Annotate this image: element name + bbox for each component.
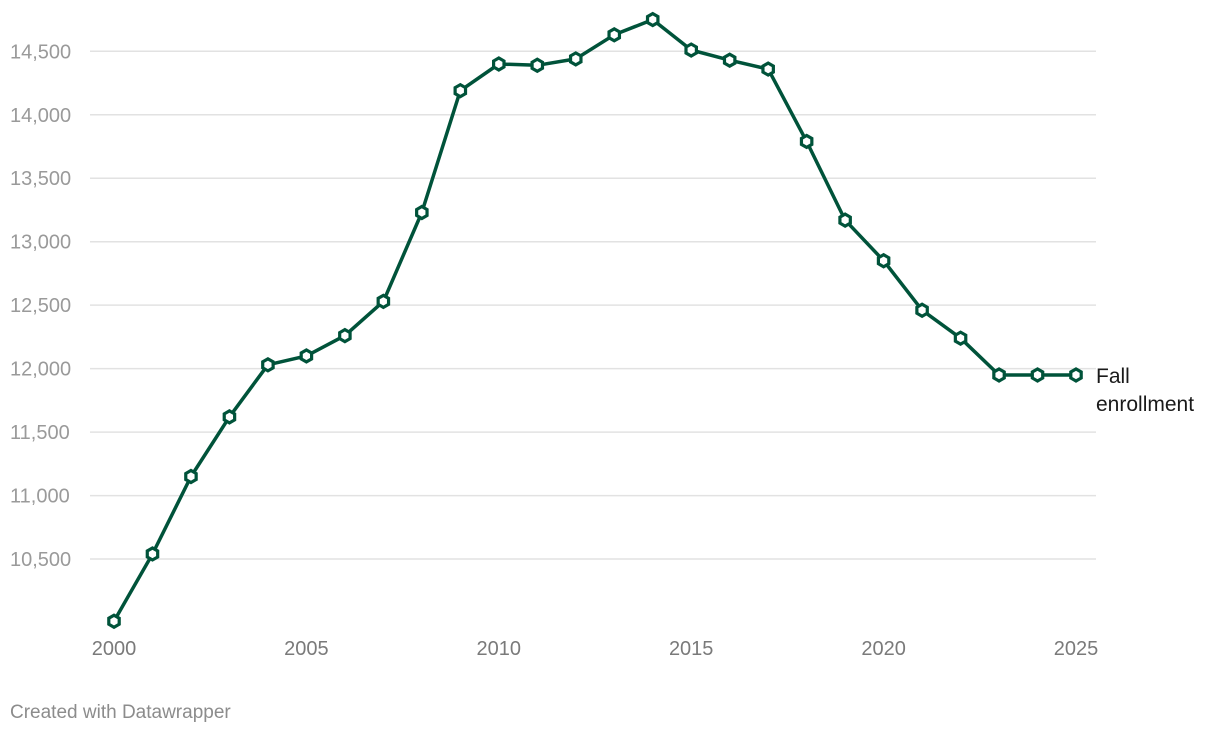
- data-point: [722, 52, 737, 69]
- y-tick-label: 13,500: [10, 168, 71, 190]
- data-point: [992, 367, 1006, 383]
- data-point: [1069, 367, 1083, 383]
- series-label-line: Fall: [1096, 365, 1130, 388]
- x-tick-label: 2020: [861, 638, 906, 660]
- series-line-fall-enrollment: [112, 17, 1076, 623]
- data-point: [184, 468, 198, 485]
- x-axis-ticks: 2000 2005 2010 2015 2020 2025: [92, 638, 1099, 660]
- data-point: [799, 133, 814, 150]
- x-tick-label: 2005: [284, 638, 329, 660]
- data-point: [222, 409, 237, 425]
- y-tick-label: 11,500: [10, 422, 70, 444]
- data-point: [530, 57, 545, 74]
- series-label: Fall enrollment: [1096, 365, 1194, 416]
- y-axis-ticks: 10,500 11,000 11,500 12,000 12,500 13,000 13,5…: [10, 41, 71, 571]
- gridlines: [90, 50, 1096, 560]
- series-label-line: enrollment: [1096, 393, 1194, 416]
- data-point: [338, 327, 352, 344]
- data-point: [838, 212, 852, 228]
- y-tick-label: 12,000: [10, 359, 71, 381]
- y-tick-label: 14,000: [10, 105, 71, 127]
- data-point: [915, 302, 929, 319]
- data-point: [107, 613, 121, 630]
- data-point: [492, 56, 506, 72]
- y-tick-label: 10,500: [10, 549, 71, 571]
- data-point: [761, 61, 775, 77]
- data-point: [1030, 367, 1045, 383]
- x-tick-label: 2000: [92, 638, 137, 660]
- x-tick-label: 2010: [477, 638, 522, 660]
- data-point: [607, 26, 622, 43]
- data-point: [145, 546, 160, 562]
- data-point: [299, 348, 314, 364]
- data-point: [684, 42, 699, 58]
- x-tick-label: 2015: [669, 638, 714, 660]
- data-point: [645, 11, 660, 28]
- data-point: [376, 293, 391, 310]
- data-point: [415, 204, 429, 221]
- data-point: [876, 252, 891, 269]
- series-markers: [107, 11, 1083, 630]
- data-point: [453, 82, 468, 99]
- data-point: [568, 51, 583, 67]
- y-tick-label: 13,000: [10, 232, 71, 254]
- data-point: [953, 330, 968, 347]
- credit-text: Created with Datawrapper: [10, 702, 231, 723]
- x-tick-label: 2025: [1054, 638, 1099, 660]
- data-point: [261, 356, 275, 373]
- y-tick-label: 11,000: [10, 486, 70, 508]
- y-tick-label: 14,500: [10, 41, 71, 63]
- y-tick-label: 12,500: [10, 295, 71, 317]
